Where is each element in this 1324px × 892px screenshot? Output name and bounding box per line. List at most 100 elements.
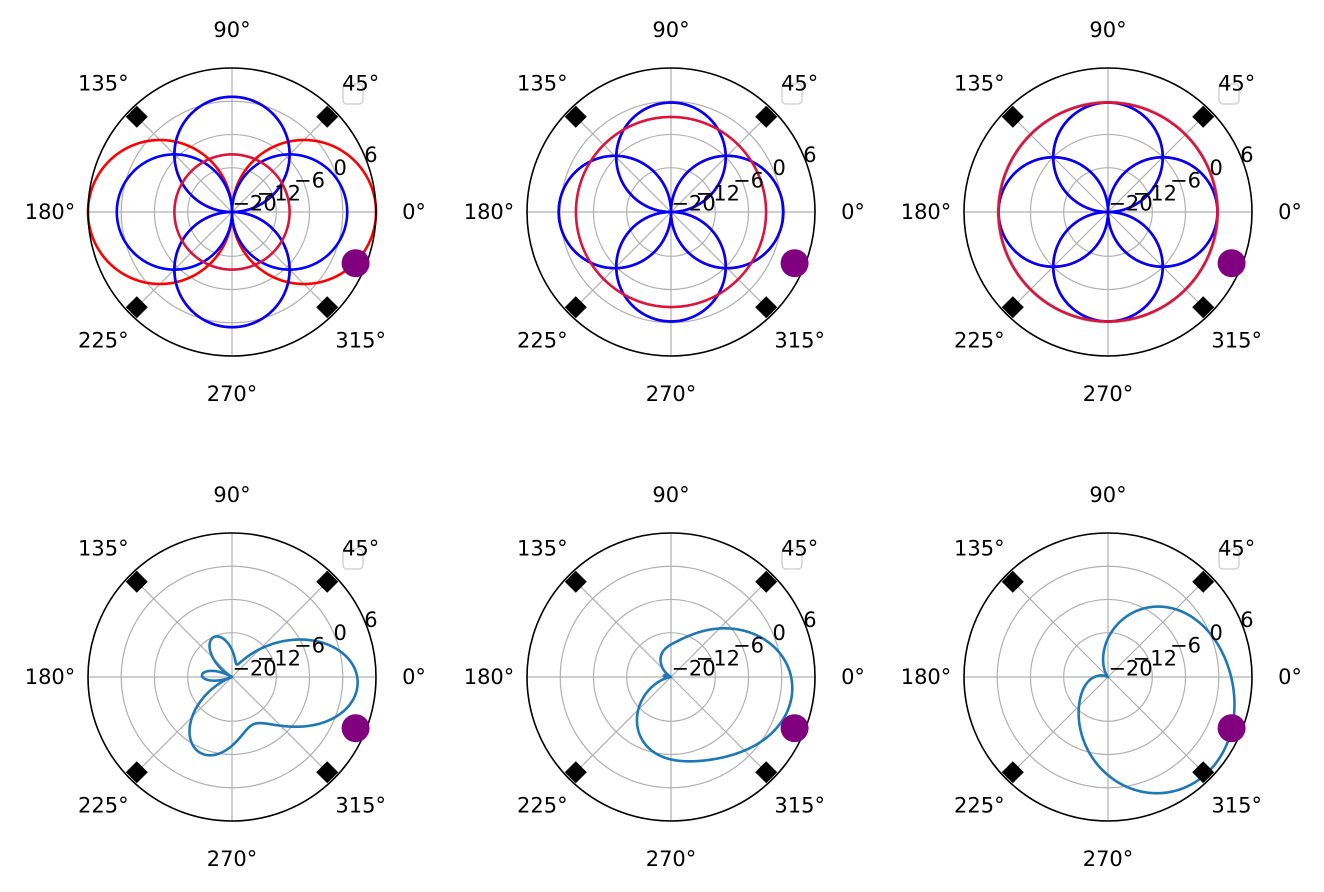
diamond-marker bbox=[1192, 570, 1215, 593]
diamond-marker bbox=[316, 761, 339, 784]
angle-tick-label: 315° bbox=[335, 794, 386, 818]
angular-gridline bbox=[670, 109, 774, 213]
diamond-marker bbox=[1192, 296, 1215, 319]
polar-subplot-2: 0° 45° 90° 135° 180° 225° 270° 315° −20−12−6 06 bbox=[464, 18, 865, 406]
radial-tick-label: −12 bbox=[1133, 181, 1177, 205]
angular-gridline bbox=[1107, 109, 1211, 213]
angle-tick-label: 225° bbox=[517, 794, 568, 818]
legend-box bbox=[781, 83, 803, 105]
angle-tick-label: 0° bbox=[402, 200, 426, 224]
diamond-marker bbox=[564, 570, 587, 593]
radial-tick-label: −6 bbox=[733, 169, 764, 193]
highlight-point bbox=[1217, 249, 1246, 278]
angular-gridline bbox=[1005, 574, 1109, 678]
polar-frame bbox=[526, 67, 816, 357]
diamond-marker bbox=[316, 105, 339, 128]
series-line-1 bbox=[635, 627, 794, 763]
radial-tick-label: −6 bbox=[294, 169, 325, 193]
angular-gridline bbox=[129, 109, 233, 213]
highlight-point bbox=[341, 714, 370, 743]
diamond-marker bbox=[755, 570, 778, 593]
diamond-marker bbox=[755, 761, 778, 784]
angle-tick-label: 45° bbox=[781, 536, 818, 560]
diamond-marker bbox=[564, 105, 587, 128]
legend-box bbox=[1218, 83, 1240, 105]
angle-tick-label: 270° bbox=[1083, 382, 1134, 406]
radial-tick-label: 0 bbox=[1209, 621, 1222, 645]
radial-tick-label: 0 bbox=[772, 621, 785, 645]
angular-gridline bbox=[1107, 211, 1211, 315]
series-line-1 bbox=[1077, 605, 1236, 795]
series-line-4 bbox=[173, 95, 291, 329]
radial-tick-label: 6 bbox=[803, 143, 816, 167]
angle-tick-label: 270° bbox=[207, 847, 258, 871]
polar-subplot-6: 0° 45° 90° 135° 180° 225° 270° 315° −20−12−6 06 bbox=[901, 483, 1302, 871]
diamond-marker bbox=[564, 761, 587, 784]
polar-frame bbox=[87, 67, 377, 357]
radial-tick-label: 0 bbox=[1209, 156, 1222, 180]
series-line-5 bbox=[997, 101, 1219, 323]
angle-tick-label: 315° bbox=[774, 329, 825, 353]
angle-tick-label: 90° bbox=[652, 18, 689, 42]
angle-tick-label: 225° bbox=[954, 794, 1005, 818]
radial-tick-label: −6 bbox=[733, 634, 764, 658]
angle-tick-label: 0° bbox=[402, 665, 426, 689]
angle-tick-label: 90° bbox=[213, 18, 250, 42]
angle-tick-label: 270° bbox=[207, 382, 258, 406]
angle-tick-label: 0° bbox=[1278, 200, 1302, 224]
angular-gridline bbox=[231, 211, 335, 315]
radial-tick-label: −6 bbox=[1170, 169, 1201, 193]
legend-box bbox=[342, 83, 364, 105]
angle-tick-label: 180° bbox=[901, 200, 952, 224]
diamond-marker bbox=[1192, 105, 1215, 128]
angle-tick-label: 225° bbox=[78, 329, 129, 353]
angular-gridline bbox=[670, 211, 774, 315]
angular-gridline bbox=[1005, 211, 1109, 315]
diamond-marker bbox=[755, 105, 778, 128]
polar-frame bbox=[526, 532, 816, 822]
angle-tick-label: 135° bbox=[78, 71, 129, 95]
polar-frame bbox=[87, 532, 377, 822]
highlight-point bbox=[780, 714, 809, 743]
radial-tick-label: 6 bbox=[803, 608, 816, 632]
radial-tick-label: −12 bbox=[696, 646, 740, 670]
polar-subplot-4: 0° 45° 90° 135° 180° 225° 270° 315° −20−12−6 06 bbox=[25, 483, 426, 871]
angular-gridline bbox=[568, 211, 672, 315]
angular-gridline bbox=[568, 676, 672, 780]
angle-tick-label: 270° bbox=[646, 847, 697, 871]
angular-gridline bbox=[568, 109, 672, 213]
angle-tick-label: 45° bbox=[342, 536, 379, 560]
diamond-marker bbox=[1192, 761, 1215, 784]
angular-gridline bbox=[670, 676, 774, 780]
angle-tick-label: 135° bbox=[954, 536, 1005, 560]
angle-tick-label: 90° bbox=[213, 483, 250, 507]
angle-tick-label: 315° bbox=[774, 794, 825, 818]
angle-tick-label: 0° bbox=[841, 200, 865, 224]
angle-tick-label: 135° bbox=[517, 536, 568, 560]
angular-gridline bbox=[1107, 574, 1211, 678]
polar-frame bbox=[963, 532, 1253, 822]
series-line-3 bbox=[557, 154, 785, 270]
angle-tick-label: 90° bbox=[652, 483, 689, 507]
radial-tick-label: 0 bbox=[333, 156, 346, 180]
angle-tick-label: 135° bbox=[78, 536, 129, 560]
angle-tick-label: 180° bbox=[901, 665, 952, 689]
polar-subplot-1: 0° 45° 90° 135° 180° 225° 270° 315° −20−12−6 06 bbox=[25, 18, 426, 406]
angle-tick-label: 225° bbox=[954, 329, 1005, 353]
angle-tick-label: 45° bbox=[342, 71, 379, 95]
angle-tick-label: 315° bbox=[335, 329, 386, 353]
diamond-marker bbox=[125, 105, 148, 128]
radial-tick-label: −20 bbox=[671, 656, 715, 680]
radial-tick-label: −6 bbox=[1170, 634, 1201, 658]
diamond-marker bbox=[125, 761, 148, 784]
legend-box bbox=[781, 548, 803, 570]
radial-tick-label: −20 bbox=[232, 191, 276, 215]
highlight-point bbox=[341, 249, 370, 278]
angle-tick-label: 225° bbox=[78, 794, 129, 818]
angle-tick-label: 270° bbox=[646, 382, 697, 406]
diamond-marker bbox=[564, 296, 587, 319]
polar-frame bbox=[963, 67, 1253, 357]
angular-gridline bbox=[1005, 109, 1109, 213]
radial-tick-label: −20 bbox=[671, 191, 715, 215]
